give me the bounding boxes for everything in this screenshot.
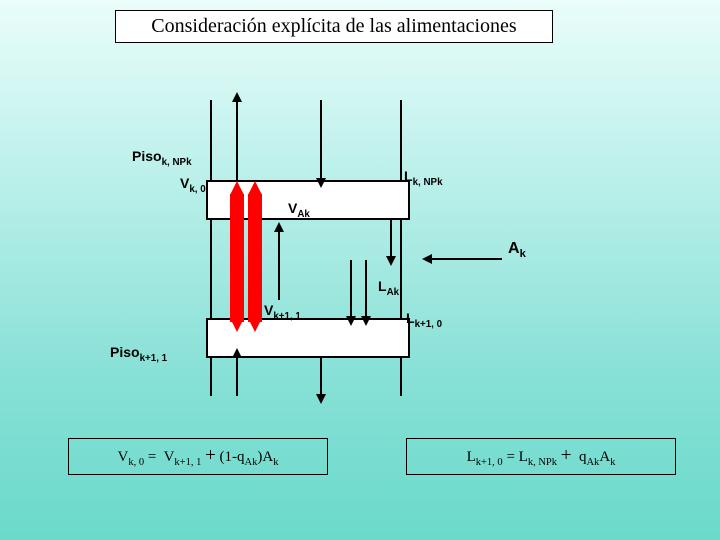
- vapor-tail: [230, 318, 244, 332]
- vapor-arrowhead: [230, 181, 244, 195]
- label-lak: LAk: [378, 278, 399, 298]
- arrow-down-icon: [386, 256, 396, 266]
- label-ak: Ak: [508, 240, 526, 260]
- arrow-down-icon: [361, 316, 371, 326]
- label-piso-k: Pisok, NPk: [132, 148, 192, 168]
- vapor-bar: [248, 194, 262, 322]
- arrow-down-icon: [346, 316, 356, 326]
- label-vk0: Vk, 0: [180, 175, 206, 195]
- feed-line: [430, 258, 502, 260]
- title-box: Consideración explícita de las alimentac…: [115, 10, 553, 43]
- arrow-stem: [278, 230, 280, 300]
- arrow-stem: [350, 260, 352, 318]
- label-lknpk: Lk, NPk: [404, 168, 443, 188]
- arrow-up-icon: [232, 92, 242, 102]
- label-lk10: Lk+1, 0: [406, 310, 442, 330]
- equation-right: Lk+1, 0 = Lk, NPk + qAkAk: [406, 438, 676, 475]
- arrow-right-icon: [422, 254, 432, 264]
- arrow-stem: [365, 260, 367, 318]
- arrow-down-icon: [316, 394, 326, 404]
- arrow-stem: [390, 218, 392, 258]
- label-vk11: Vk+1, 1: [264, 302, 301, 322]
- arrow-stem: [236, 100, 238, 180]
- arrow-up-icon: [274, 222, 284, 232]
- arrow-up-icon: [232, 348, 242, 358]
- title-text: Consideración explícita de las alimentac…: [116, 11, 552, 42]
- vapor-tail: [248, 318, 262, 332]
- arrow-stem: [236, 356, 238, 396]
- label-piso-k1: Pisok+1, 1: [110, 344, 167, 364]
- arrow-stem: [320, 100, 322, 180]
- vapor-arrowhead: [248, 181, 262, 195]
- vapor-bar: [230, 194, 244, 322]
- label-vak: VAk: [288, 200, 310, 220]
- equation-left: Vk, 0 = Vk+1, 1 + (1-qAk)Ak: [68, 438, 328, 475]
- arrow-stem: [320, 356, 322, 396]
- arrow-down-icon: [316, 178, 326, 188]
